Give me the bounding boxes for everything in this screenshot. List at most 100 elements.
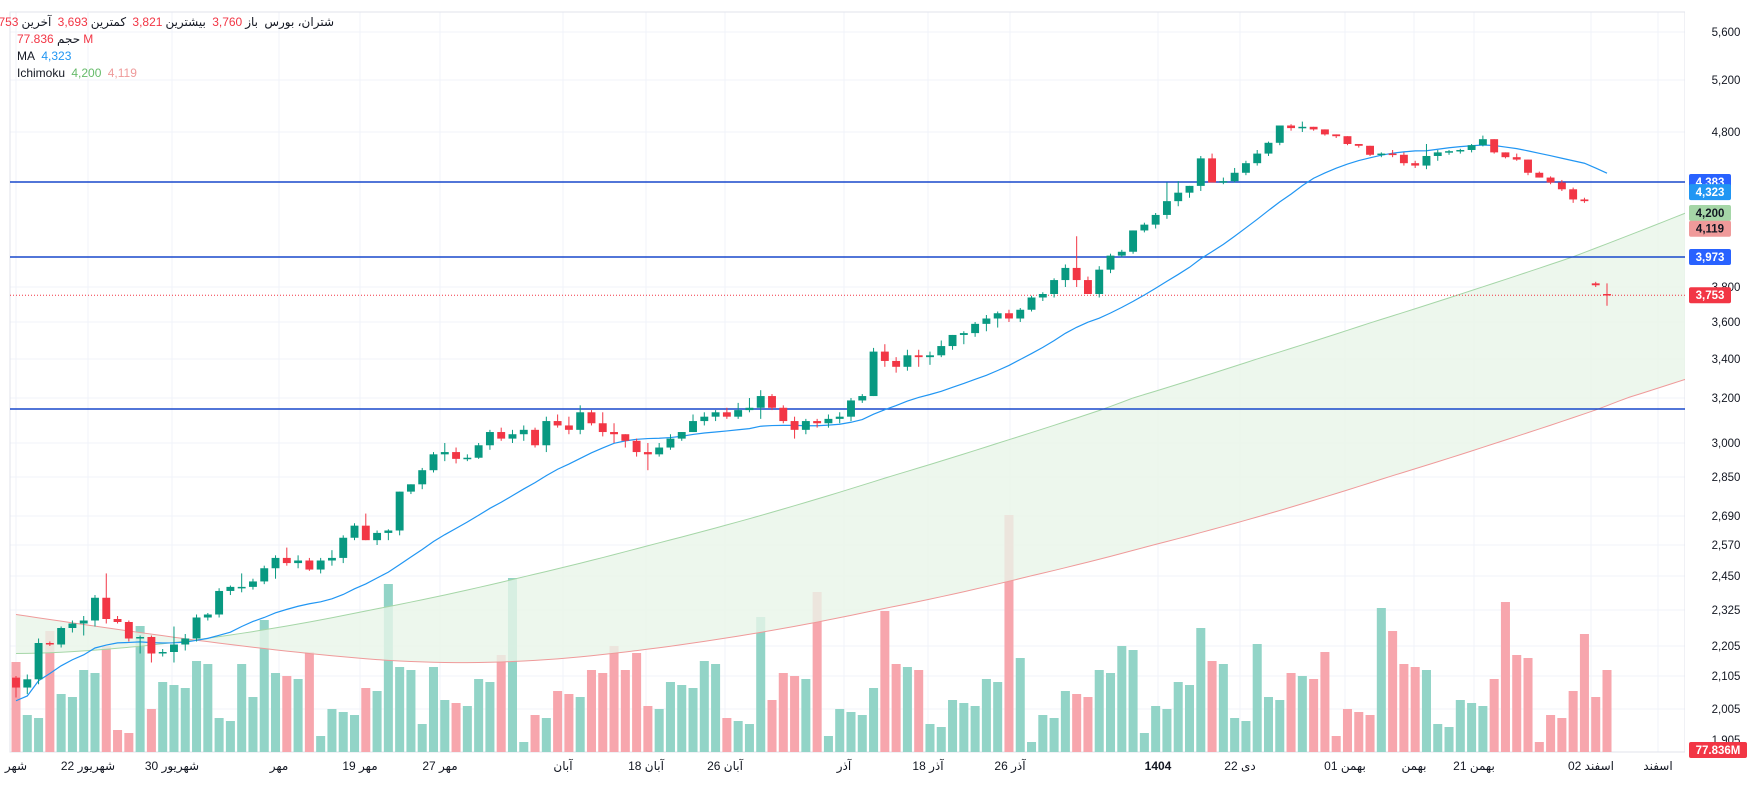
- candle-body: [1445, 151, 1453, 153]
- time-tick-label: بهمن: [1402, 759, 1427, 774]
- candle-body: [858, 396, 867, 401]
- volume-bar: [1410, 667, 1420, 752]
- volume-bar: [304, 652, 314, 752]
- volume-bar: [1094, 670, 1104, 752]
- volume-bar: [1196, 628, 1206, 752]
- price-axis[interactable]: 5,6005,2004,8003,8003,6003,4003,2003,000…: [1685, 0, 1757, 790]
- candle-body: [1016, 309, 1025, 319]
- volume-bar: [688, 688, 698, 752]
- price-badge: [1689, 220, 1731, 237]
- candle-body: [926, 355, 934, 358]
- volume-bar: [1286, 673, 1296, 752]
- legend-close-value: 3,753: [0, 15, 19, 29]
- volume-bar: [880, 611, 890, 752]
- volume-bar: [56, 694, 66, 752]
- volume-bar: [135, 626, 145, 752]
- volume-bar: [1117, 646, 1127, 752]
- price-tick-label: 4,800: [1712, 127, 1741, 139]
- time-axis[interactable]: شهر 22 شهریور 30 شهریور مهر 19 مهر 27 مهر آبان…: [4, 758, 1673, 774]
- candle-body: [1411, 163, 1420, 166]
- volume-bar: [451, 703, 461, 752]
- volume-bar: [169, 685, 179, 752]
- price-tick-label: 2,105: [1712, 671, 1741, 683]
- candle-body: [1332, 134, 1341, 137]
- candle-body: [847, 400, 855, 417]
- candle-body: [395, 491, 404, 531]
- volume-bar: [372, 691, 382, 752]
- legend-ichimoku[interactable]: Ichimoku 4,200 4,119: [17, 65, 337, 82]
- candle-body: [880, 351, 889, 361]
- volume-bar: [1230, 718, 1240, 752]
- volume-bar: [1207, 661, 1217, 752]
- candle-body: [768, 396, 776, 408]
- ichimoku-cloud: [15, 196, 1732, 664]
- candle-body: [406, 484, 415, 492]
- candle-body: [621, 434, 630, 441]
- candle-body: [1377, 153, 1386, 156]
- candle-body: [643, 452, 652, 455]
- price-tick-label: 2,205: [1712, 641, 1741, 653]
- volume-bar: [440, 700, 450, 752]
- volume-bar: [1557, 718, 1567, 752]
- volume-bar: [541, 718, 551, 752]
- legend-symbol[interactable]: شتران، بورس: [264, 15, 334, 29]
- candle-body: [903, 355, 912, 367]
- candle-body: [1569, 189, 1578, 200]
- candle-body: [1354, 143, 1363, 146]
- time-tick-label: 26 آبان: [707, 758, 743, 773]
- candle-body: [711, 412, 720, 417]
- volume-bar: [1399, 664, 1409, 752]
- volume-bar: [1512, 655, 1522, 752]
- volume-bar: [756, 617, 766, 752]
- candle-body: [418, 470, 427, 485]
- volume-bar: [507, 578, 517, 752]
- candle-body: [327, 557, 336, 561]
- volume-bar: [1478, 706, 1488, 752]
- candle-body: [1399, 154, 1408, 164]
- volume-bar: [1500, 602, 1510, 752]
- legend-ichimoku-label: Ichimoku: [17, 66, 66, 80]
- candle-body: [203, 614, 212, 618]
- candle-body: [384, 530, 393, 533]
- candle-body: [519, 429, 528, 435]
- legend-open-value: 3,760: [212, 15, 243, 29]
- candle-body: [339, 537, 348, 558]
- volume-bar: [1128, 650, 1138, 752]
- volume-bar: [902, 667, 912, 752]
- candle-body: [1230, 172, 1239, 182]
- price-tick-label: 3,400: [1712, 354, 1741, 366]
- candle-body: [1478, 139, 1487, 146]
- candle-body: [474, 445, 483, 458]
- candle-body: [1580, 199, 1589, 202]
- volume-bar: [643, 706, 653, 752]
- candle-body: [350, 525, 359, 538]
- price-badge-label: 3,753: [1696, 290, 1725, 302]
- candle-body: [45, 643, 54, 645]
- volume-bar: [654, 709, 664, 752]
- volume-bar: [1004, 515, 1014, 752]
- volume-bar: [146, 709, 156, 752]
- candle-body: [1490, 139, 1499, 153]
- volume-bar: [970, 706, 980, 752]
- candle-body: [260, 568, 269, 582]
- candle-body: [1162, 201, 1171, 215]
- volume-bar: [575, 697, 585, 752]
- legend-volume[interactable]: حجم 77.836M: [17, 31, 337, 48]
- candle-body: [1422, 155, 1431, 166]
- volume-bar: [1263, 697, 1274, 752]
- volume-bar: [1297, 676, 1307, 752]
- volume-bar: [406, 670, 416, 752]
- candle-body: [542, 421, 551, 446]
- legend-ma-label: MA: [17, 49, 35, 63]
- price-badge: [1689, 249, 1731, 265]
- volume-bar: [124, 733, 134, 752]
- candle-body: [1219, 181, 1228, 183]
- time-tick-label: 27 مهر: [422, 759, 457, 774]
- volume-bar: [1602, 670, 1612, 752]
- price-tick-label: 3,600: [1712, 317, 1741, 329]
- volume-bar: [891, 664, 901, 752]
- legend-ma[interactable]: MA 4,323: [17, 48, 337, 65]
